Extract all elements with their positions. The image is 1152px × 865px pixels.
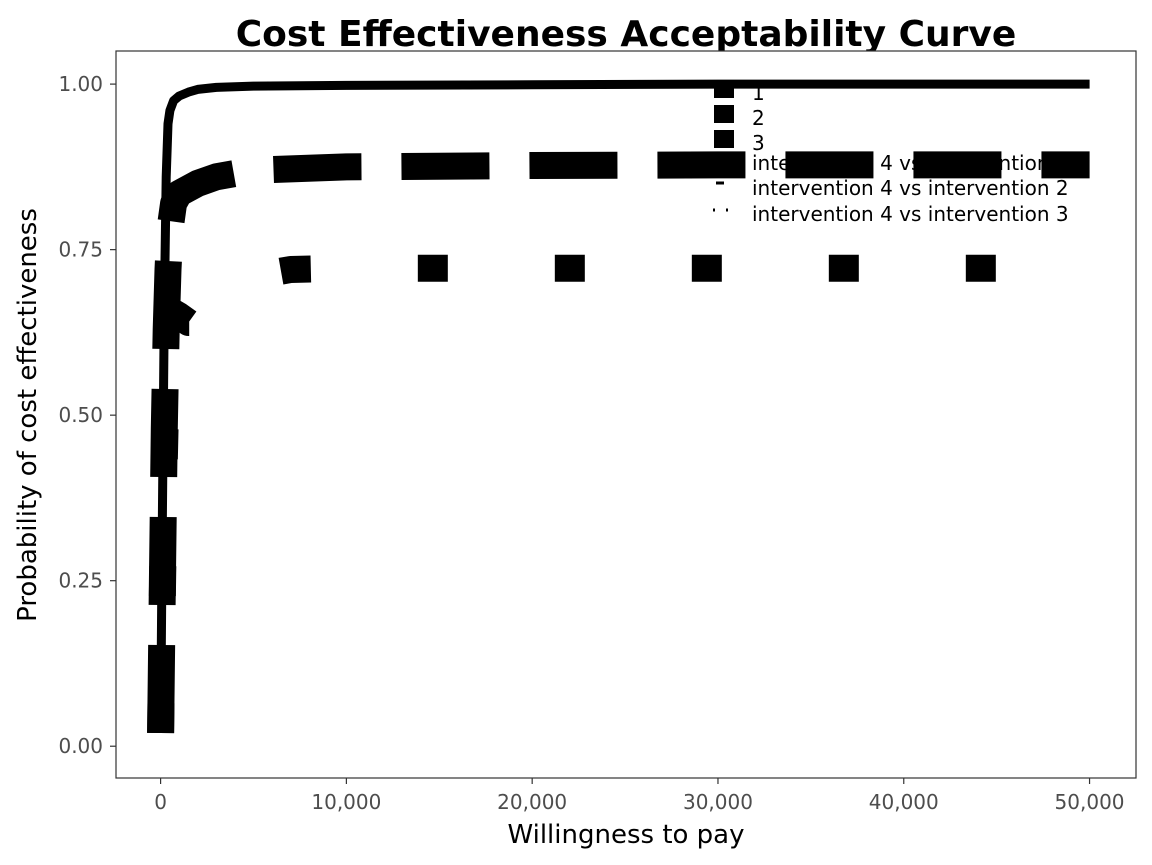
x-tick-label: 50,000 bbox=[1055, 790, 1125, 814]
series-line-3 bbox=[147, 254, 1090, 734]
x-axis: 0 10,000 20,000 30,000 40,000 50,000 bbox=[154, 778, 1125, 814]
legend-label: 2 bbox=[752, 106, 765, 130]
x-axis-title: Willingness to pay bbox=[507, 820, 744, 850]
series-line-1 bbox=[156, 79, 1090, 734]
x-tick-label: 20,000 bbox=[497, 790, 567, 814]
legend-label: intervention 4 vs intervention 3 bbox=[752, 202, 1069, 226]
y-tick-label: 0.75 bbox=[58, 238, 103, 262]
y-tick-label: 0.25 bbox=[58, 569, 103, 593]
x-tick-label: 0 bbox=[154, 790, 167, 814]
y-tick-label: 0.50 bbox=[58, 403, 103, 427]
legend-label: 3 bbox=[752, 131, 765, 155]
y-axis-title: Probability of cost effectiveness bbox=[13, 208, 43, 622]
chart-title: Cost Effectiveness Acceptability Curve bbox=[236, 14, 1017, 55]
series-line-2 bbox=[147, 151, 1090, 734]
legend-key-1 bbox=[714, 80, 734, 98]
legend-label: 1 bbox=[752, 81, 765, 105]
y-tick-label: 1.00 bbox=[58, 72, 103, 96]
legend-key-2 bbox=[714, 105, 734, 123]
y-tick-label: 0.00 bbox=[58, 734, 103, 758]
x-tick-label: 30,000 bbox=[683, 790, 753, 814]
legend-label: intervention 4 vs intervention 1 bbox=[752, 151, 1069, 175]
legend-key-3 bbox=[714, 130, 734, 148]
legend-label: intervention 4 vs intervention 2 bbox=[752, 176, 1069, 200]
series-layer bbox=[147, 79, 1090, 734]
x-tick-label: 10,000 bbox=[311, 790, 381, 814]
y-axis: 0.00 0.25 0.50 0.75 1.00 bbox=[58, 72, 116, 758]
x-tick-label: 40,000 bbox=[869, 790, 939, 814]
